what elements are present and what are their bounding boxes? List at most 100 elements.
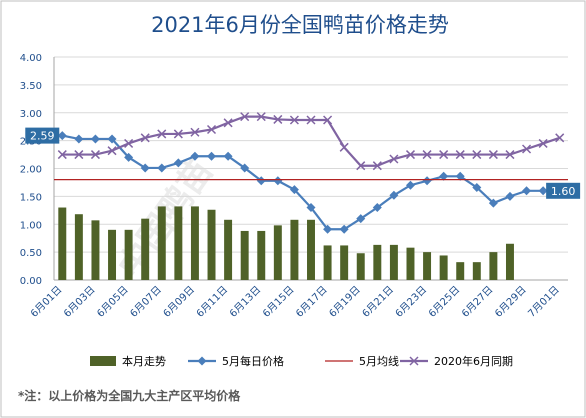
data-label: 1.60 [551,185,576,198]
x-tick-label: 6月05日 [95,284,131,320]
data-point [306,115,316,125]
data-point [289,115,299,125]
bar [91,220,100,280]
bar [456,262,465,280]
data-point [356,214,366,224]
legend-label: 5月每日价格 [222,354,284,368]
legend-label: 本月走势 [122,354,166,368]
x-tick-label: 6月29日 [493,284,529,320]
bar [58,207,67,280]
y-tick-label: 0.00 [20,276,42,287]
bar [290,219,299,280]
data-point [306,203,316,213]
bar [373,244,382,280]
x-tick-label: 6月25日 [426,284,462,320]
data-point [240,163,250,173]
data-label-box [546,182,581,199]
bar [489,252,498,280]
bar [74,214,83,280]
legend-label: 2020年6月同期 [434,354,513,368]
data-point [74,150,84,160]
data-point [472,150,482,160]
data-point [339,142,349,152]
data-point [339,224,349,234]
data-point [206,124,217,135]
data-point [405,150,416,160]
bar [174,206,183,280]
bar [141,218,150,280]
data-point [223,118,233,128]
y-tick-label: 1.50 [20,192,42,203]
data-point [256,176,266,186]
data-point [289,185,299,195]
data-point [124,138,134,148]
data-point [323,224,333,234]
bar [389,244,398,280]
bar [356,253,365,280]
data-point [140,163,150,173]
x-tick-label: 6月01日 [28,284,64,320]
bar [472,262,481,280]
bar [224,219,233,280]
bar [406,247,415,280]
x-tick-label: 6月19日 [327,284,363,320]
data-point [472,182,482,192]
data-point [522,144,532,154]
x-tick-label: 6月11日 [194,284,230,320]
data-point [555,133,565,143]
data-point [124,152,134,162]
data-point [439,150,449,160]
bar [190,206,199,280]
y-tick-label: 4.00 [20,53,42,64]
data-point [90,150,100,160]
bar [108,229,117,280]
data-point [372,203,382,213]
data-point [273,176,283,186]
x-tick-label: 6月13日 [227,284,263,320]
data-point [356,161,366,171]
series-line [62,115,561,167]
bar [439,255,448,280]
x-tick-label: 6月03日 [61,284,97,320]
data-point [439,171,449,181]
y-tick-label: 3.00 [20,109,42,120]
x-tick-label: 6月23日 [393,284,429,320]
bar [257,230,266,280]
legend-label: 5月均线 [359,354,399,368]
bar [340,245,349,280]
data-point [323,115,333,125]
x-tick-label: 6月21日 [360,284,396,320]
data-point [74,134,84,144]
x-tick-label: 6月27日 [459,284,495,320]
data-point [107,134,117,144]
data-point [223,151,233,161]
legend-swatch [90,356,116,366]
data-point [372,161,382,171]
data-point [190,151,200,161]
bar [323,245,332,280]
data-point [505,191,515,201]
bar [273,225,282,280]
x-tick-label: 6月15日 [260,284,296,320]
x-tick-label: 6月07日 [128,284,164,320]
data-point [57,150,67,160]
data-point [488,150,498,160]
data-point [190,127,200,137]
x-tick-label: 6月17日 [294,284,330,320]
bar [157,206,166,280]
data-point [455,150,465,160]
data-point [173,158,183,168]
footnote: *注：以上价格为全国九大主产区平均价格 [18,389,241,403]
legend-marker [197,356,207,366]
data-point [505,150,515,160]
y-tick-label: 2.00 [20,165,42,176]
y-tick-label: 1.00 [20,220,42,231]
data-point [90,134,100,144]
data-point [107,146,117,156]
data-label: 2.59 [30,130,55,143]
data-point [389,154,399,164]
legend-marker [409,356,419,366]
data-point [173,129,183,139]
